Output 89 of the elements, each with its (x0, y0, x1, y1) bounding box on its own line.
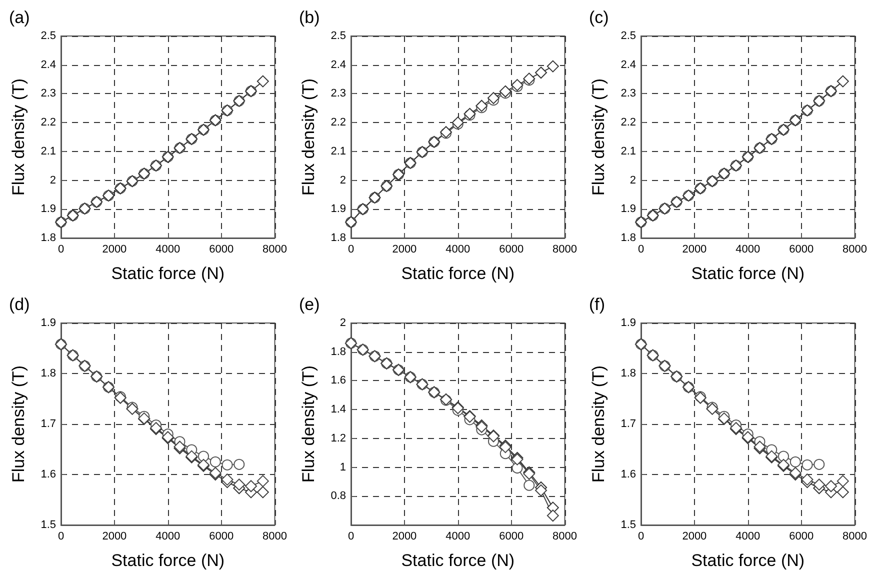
x-tick-label: 4000 (446, 530, 470, 542)
y-tick-label: 2.3 (330, 88, 346, 100)
y-tick-label: 2 (340, 317, 346, 329)
y-tick-label: 1.8 (40, 232, 56, 244)
x-tick-label: 4000 (156, 530, 180, 542)
y-tick-label: 2.2 (40, 116, 56, 129)
x-tick-label: 8000 (262, 530, 288, 542)
y-tick-label: 1.9 (330, 203, 346, 216)
x-axis-title: Static force (N) (691, 264, 805, 283)
y-tick-label: 1.8 (620, 368, 636, 380)
y-tick-label: 1.9 (620, 317, 636, 329)
y-tick-label: 1.9 (620, 203, 636, 216)
x-tick-label: 6000 (499, 244, 524, 256)
x-tick-label: 2000 (102, 244, 127, 256)
y-tick-label: 1.9 (40, 317, 56, 329)
y-tick-label: 1.6 (40, 468, 56, 480)
y-tick-label: 1.7 (40, 418, 56, 430)
y-tick-label: 1.8 (330, 346, 346, 358)
y-tick-label: 2.2 (330, 116, 346, 129)
x-tick-label: 4000 (156, 244, 180, 256)
chart-title: (d) (9, 295, 30, 314)
x-tick-label: 4000 (446, 244, 470, 256)
x-tick-label: 6000 (789, 530, 814, 542)
x-tick-label: 2000 (682, 244, 707, 256)
y-tick-label: 2 (50, 174, 56, 186)
y-tick-label: 1.5 (40, 519, 56, 531)
x-tick-label: 8000 (262, 244, 288, 256)
x-axis-title: Static force (N) (111, 264, 225, 283)
x-tick-label: 2000 (392, 530, 417, 542)
y-axis-title: Flux density (T) (589, 365, 608, 483)
x-tick-label: 4000 (736, 244, 760, 256)
y-tick-label: 2.5 (40, 30, 56, 42)
x-tick-label: 2000 (102, 530, 127, 542)
x-tick-label: 0 (348, 244, 354, 256)
y-axis-title: Flux density (T) (9, 365, 28, 483)
y-tick-label: 1.8 (330, 232, 346, 244)
x-axis-title: Static force (N) (111, 551, 225, 570)
x-tick-label: 6000 (209, 244, 234, 256)
x-axis-title: Static force (N) (401, 264, 515, 283)
y-axis-title: Flux density (T) (299, 365, 318, 483)
chart-title: (f) (589, 295, 606, 314)
y-tick-label: 1.5 (620, 519, 636, 531)
y-axis-title: Flux density (T) (299, 78, 318, 196)
x-tick-label: 6000 (789, 244, 814, 256)
y-tick-label: 2.3 (620, 88, 636, 100)
y-tick-label: 2.2 (620, 116, 636, 129)
x-tick-label: 0 (58, 530, 64, 542)
y-tick-label: 2.5 (330, 30, 346, 42)
chart-title: (a) (9, 8, 30, 27)
y-axis-title: Flux density (T) (9, 78, 28, 196)
y-tick-label: 1 (340, 461, 346, 474)
y-tick-label: 1.8 (620, 232, 636, 244)
y-tick-label: 2.5 (620, 30, 636, 42)
y-tick-label: 2.4 (330, 58, 346, 71)
x-tick-label: 2000 (392, 244, 417, 256)
y-tick-label: 2.1 (330, 145, 346, 158)
y-tick-label: 2.3 (40, 88, 56, 100)
y-tick-label: 1.2 (330, 432, 346, 444)
x-tick-label: 0 (58, 244, 64, 256)
x-axis-title: Static force (N) (691, 551, 805, 570)
y-tick-label: 1.9 (40, 203, 56, 216)
chart-title: (e) (299, 295, 320, 314)
x-tick-label: 4000 (736, 530, 760, 542)
y-tick-label: 2.1 (40, 145, 56, 158)
x-tick-label: 8000 (842, 244, 868, 256)
y-tick-label: 0.8 (330, 490, 346, 502)
x-tick-label: 2000 (682, 530, 707, 542)
y-tick-label: 1.8 (40, 368, 56, 380)
x-tick-label: 0 (638, 244, 644, 256)
y-tick-label: 2.1 (620, 145, 636, 158)
x-axis-title: Static force (N) (401, 551, 515, 570)
y-tick-label: 2 (630, 174, 636, 186)
y-tick-label: 2.4 (40, 58, 56, 71)
y-tick-label: 1.7 (620, 418, 636, 430)
x-tick-label: 6000 (499, 530, 524, 542)
y-axis-title: Flux density (T) (589, 78, 608, 196)
x-tick-label: 0 (348, 530, 354, 542)
y-tick-label: 2 (340, 174, 346, 186)
y-tick-label: 2.4 (620, 58, 636, 71)
chart-title: (c) (589, 8, 609, 27)
x-tick-label: 8000 (552, 530, 578, 542)
x-tick-label: 6000 (209, 530, 234, 542)
y-tick-label: 1.6 (620, 468, 636, 480)
x-tick-label: 0 (638, 530, 644, 542)
y-tick-label: 1.6 (330, 374, 346, 387)
x-tick-label: 8000 (552, 244, 578, 256)
chart-title: (b) (299, 8, 320, 27)
x-tick-label: 8000 (842, 530, 868, 542)
y-tick-label: 1.4 (330, 404, 346, 416)
